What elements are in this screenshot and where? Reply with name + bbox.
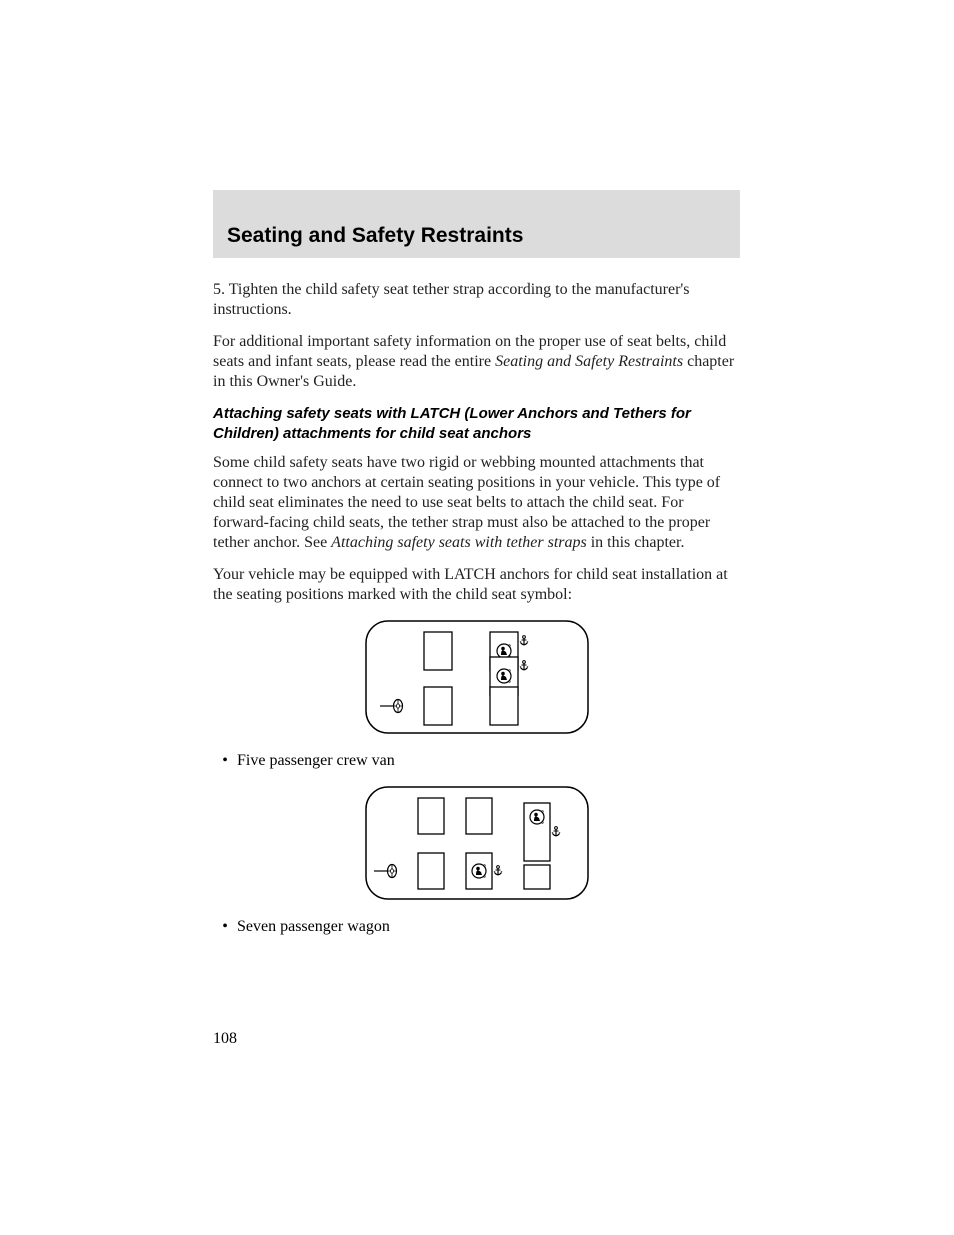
paragraph-additional-info: For additional important safety informat… <box>213 332 740 392</box>
p3-italic: Attaching safety seats with tether strap… <box>331 534 587 551</box>
bullet-five-passenger: • Five passenger crew van <box>213 751 740 771</box>
section-title: Seating and Safety Restraints <box>227 224 523 248</box>
paragraph-step5: 5. Tighten the child safety seat tether … <box>213 280 740 320</box>
paragraph-equipped: Your vehicle may be equipped with LATCH … <box>213 565 740 605</box>
page-number: 108 <box>213 1030 237 1048</box>
bullet-seven-passenger: • Seven passenger wagon <box>213 917 740 937</box>
p2-italic: Seating and Safety Restraints <box>495 353 683 370</box>
bullet-text-1: Five passenger crew van <box>237 751 395 771</box>
subheading-latch: Attaching safety seats with LATCH (Lower… <box>213 404 740 443</box>
paragraph-latch-desc: Some child safety seats have two rigid o… <box>213 453 740 553</box>
diagram-1-wrap <box>213 617 740 737</box>
section-header-band: Seating and Safety Restraints <box>213 190 740 258</box>
page-content: 5. Tighten the child safety seat tether … <box>213 280 740 949</box>
seat-layout-diagram-2 <box>362 783 592 903</box>
bullet-dot-icon: • <box>213 751 237 771</box>
p3-text-b: in this chapter. <box>587 534 685 551</box>
seat-layout-diagram-1 <box>362 617 592 737</box>
bullet-text-2: Seven passenger wagon <box>237 917 390 937</box>
bullet-dot-icon: • <box>213 917 237 937</box>
diagram-2-wrap <box>213 783 740 903</box>
